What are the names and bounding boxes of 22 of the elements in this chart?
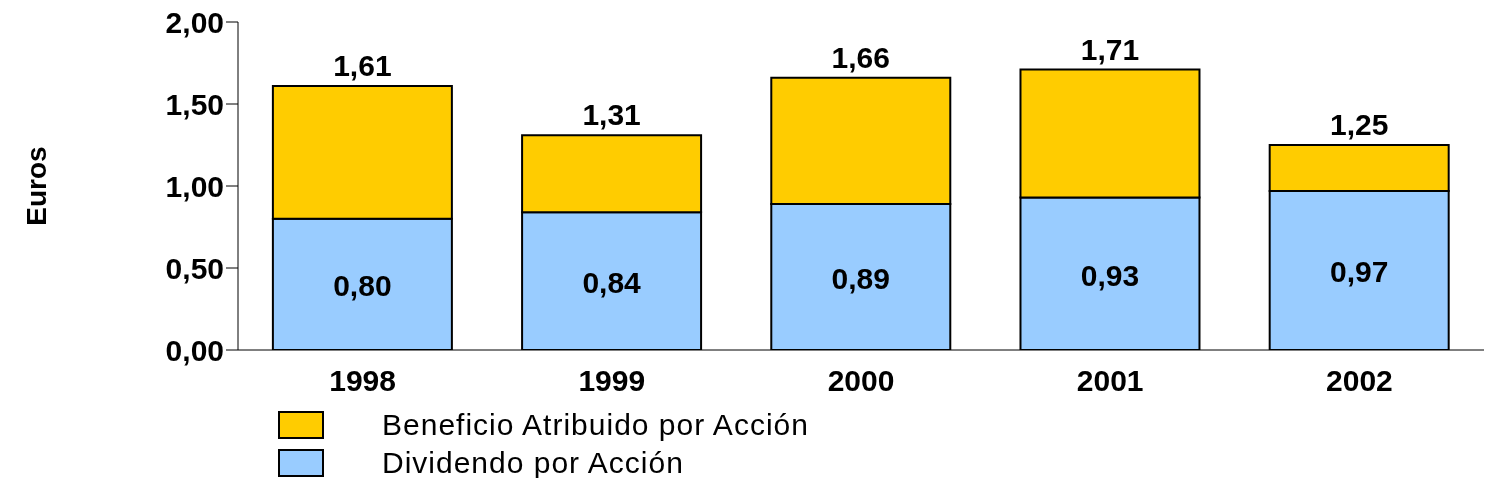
data-label: 0,93 bbox=[1080, 258, 1140, 292]
x-tick-label: 2002 bbox=[1326, 364, 1393, 398]
y-axis-title: Euros bbox=[20, 146, 52, 226]
x-tick-label: 2000 bbox=[827, 364, 895, 398]
total-label: 1,25 bbox=[1329, 108, 1389, 141]
y-tick-label: 1,50 bbox=[165, 87, 224, 121]
data-label: 0,97 bbox=[1329, 255, 1389, 289]
y-tick-label: 0,00 bbox=[165, 333, 224, 367]
x-tick-label: 1999 bbox=[578, 364, 646, 398]
x-tick-label: 2001 bbox=[1076, 364, 1144, 398]
legend-label: Beneficio Atribuido por Acción bbox=[382, 408, 809, 442]
total-label: 1,71 bbox=[1080, 32, 1140, 66]
y-tick-label: 0,50 bbox=[165, 251, 224, 285]
total-label: 1,61 bbox=[333, 48, 392, 82]
y-tick-label: 1,00 bbox=[165, 169, 224, 203]
data-label: 0,80 bbox=[333, 269, 392, 303]
y-tick-label: 2,00 bbox=[165, 5, 224, 39]
data-label: 0,89 bbox=[831, 262, 890, 296]
data-label: 0,84 bbox=[582, 266, 642, 300]
x-tick-label: 1998 bbox=[329, 364, 396, 398]
total-label: 1,31 bbox=[582, 98, 641, 132]
total-label: 1,66 bbox=[831, 40, 890, 74]
